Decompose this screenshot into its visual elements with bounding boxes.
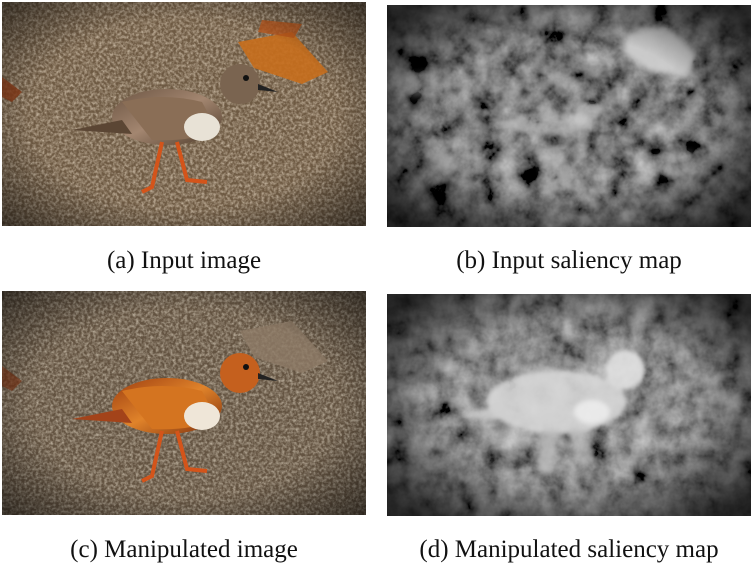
input-image: [2, 2, 366, 226]
caption-input-image: (a) Input image: [106, 247, 262, 274]
caption-manipulated-saliency-map: (d) Manipulated saliency map: [419, 536, 719, 563]
caption-manipulated-image: (c) Manipulated image: [70, 536, 298, 563]
input-saliency-map: [387, 5, 751, 227]
manipulated-saliency-map: [387, 294, 751, 516]
caption-input-saliency-map: (b) Input saliency map: [456, 247, 682, 274]
manipulated-image: [2, 291, 366, 515]
